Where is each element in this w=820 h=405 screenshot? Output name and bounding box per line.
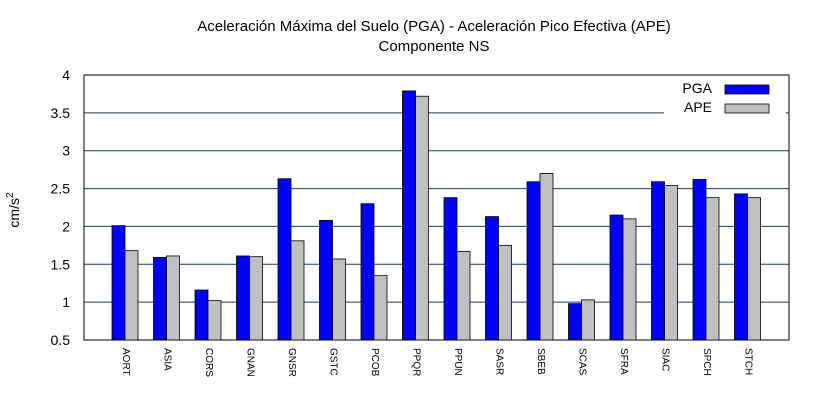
x-tick-label: SCAS [577, 348, 588, 376]
bar-pga-gstc [319, 219, 333, 341]
bar-pga-aort [111, 225, 126, 341]
bar-pga-stch [734, 193, 748, 341]
bar-pga-cors [194, 289, 209, 341]
bar-pga-sfra [609, 214, 624, 341]
bar-ape-sfra [622, 218, 637, 341]
x-tick-label: STCH [743, 348, 754, 375]
bar-ape-scas [581, 299, 595, 341]
x-tick-label: ASIA [162, 348, 173, 371]
x-tick-label: GNAN [245, 348, 256, 377]
plot-frame [83, 74, 790, 341]
y-tick-label: 4 [62, 67, 70, 83]
bar-ape-gnsr [290, 240, 305, 341]
bar-ape-aort [124, 250, 139, 341]
bar-ape-spch [705, 197, 720, 341]
bars [111, 90, 761, 341]
y-axis-label: cm/s2 [5, 192, 22, 228]
chart-title: Aceleración Máxima del Suelo (PGA) - Ace… [197, 18, 671, 35]
x-tick-label: SBEB [535, 348, 546, 375]
bar-pga-gnsr [277, 178, 292, 341]
bar-pga-gnan [236, 255, 250, 341]
x-ticks: AORT ASIA CORS GNAN GNSR GSTC PCOB PPQR PPUN SASR… [120, 348, 754, 377]
chart-subtitle: Componente NS [379, 38, 490, 55]
bar-pga-sbeb [526, 181, 541, 341]
y-tick-label: 3.5 [51, 105, 71, 121]
bar-ape-asia [166, 255, 180, 341]
bar-pga-spch [692, 179, 707, 341]
y-tick-label: 2.5 [51, 181, 71, 197]
bar-ape-sbeb [539, 173, 554, 341]
bar-ape-siac [664, 185, 678, 341]
y-tick-label: 1.5 [51, 256, 71, 272]
legend-label-pga: PGA [682, 80, 712, 96]
bar-pga-siac [651, 181, 665, 341]
bar-pga-asia [153, 257, 167, 341]
x-tick-label: SASR [494, 348, 505, 375]
bar-ape-ppun [456, 251, 471, 341]
y-axis-label-unit: cm/s [6, 198, 22, 228]
y-tick-label: 0.5 [51, 332, 71, 348]
y-tick-label: 1 [62, 294, 70, 310]
x-tick-label: SFRA [618, 348, 629, 375]
y-tick-label: 3 [62, 143, 70, 159]
legend: PGA APE [664, 77, 786, 117]
bar-pga-sasr [485, 216, 499, 341]
x-tick-label: PCOB [369, 348, 380, 377]
x-tick-label: GNSR [286, 348, 297, 377]
bar-pga-scas [568, 303, 582, 341]
y-tick-label: 2 [62, 218, 70, 234]
x-tick-label: SIAC [660, 348, 671, 371]
y-ticks: 0.5 1 1.5 2 2.5 3 3.5 4 [51, 67, 71, 348]
legend-swatch-ape [724, 103, 770, 114]
x-tick-label: PPUN [452, 348, 463, 376]
x-tick-label: CORS [203, 348, 214, 377]
bar-ape-cors [207, 300, 222, 341]
bar-pga-ppun [443, 197, 458, 341]
bar-pga-pcob [360, 203, 375, 341]
bar-ape-ppqr [415, 95, 429, 341]
legend-label-ape: APE [684, 99, 712, 115]
bar-ape-gstc [332, 258, 346, 341]
bar-ape-stch [747, 197, 761, 341]
legend-swatch-pga [724, 84, 770, 95]
x-tick-label: SPCH [701, 348, 712, 376]
bar-ape-gnan [249, 256, 263, 341]
bar-ape-pcob [373, 275, 388, 341]
y-axis-label-exponent: 2 [5, 192, 16, 198]
y-grid [84, 112, 789, 303]
bar-ape-sasr [498, 244, 512, 341]
x-tick-label: GSTC [328, 348, 339, 376]
bar-pga-ppqr [402, 90, 416, 341]
x-tick-label: PPQR [411, 348, 422, 376]
x-tick-label: AORT [120, 348, 131, 376]
